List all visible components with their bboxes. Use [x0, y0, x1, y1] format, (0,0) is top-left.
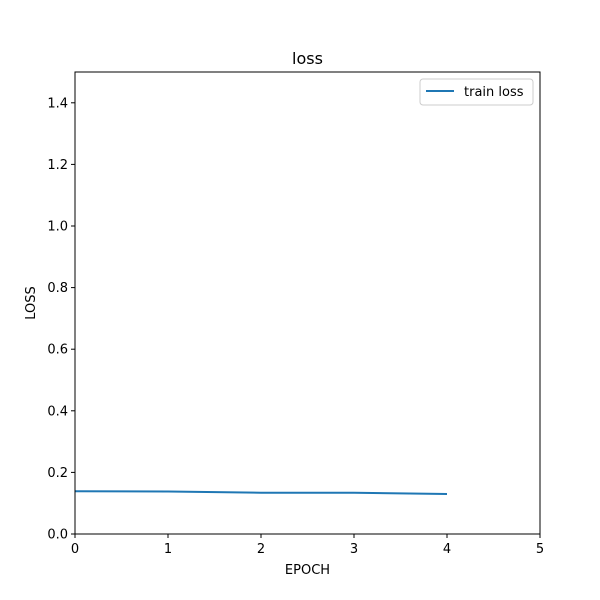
series-layer	[74, 490, 448, 495]
y-axis-ticks: 0.0 0.2 0.4 0.6 0.8 1.0 1.2 1.4	[47, 96, 75, 543]
y-tick-label: 0.0	[47, 528, 68, 543]
x-tick-label: 0	[71, 542, 79, 557]
x-tick-label: 3	[350, 542, 358, 557]
plot-frame	[74, 71, 541, 535]
legend-label-train-loss: train loss	[464, 85, 524, 100]
y-axis-label: LOSS	[24, 286, 39, 320]
y-tick-label: 0.2	[47, 466, 68, 481]
x-tick-label: 2	[257, 542, 265, 557]
legend-box	[419, 78, 534, 106]
y-tick-label: 1.0	[47, 220, 68, 235]
y-tick-label: 0.6	[47, 343, 68, 358]
plot-area	[75, 72, 540, 534]
legend: train loss	[419, 78, 534, 106]
chart-title: loss	[292, 49, 323, 68]
x-tick-label: 1	[164, 542, 172, 557]
series-line-train-loss	[74, 490, 448, 495]
y-tick-label: 1.4	[47, 96, 68, 111]
y-tick-label: 0.8	[47, 281, 68, 296]
x-tick-label: 5	[536, 542, 544, 557]
x-tick-label: 4	[443, 542, 451, 557]
x-axis-label: EPOCH	[285, 563, 330, 578]
y-tick-label: 0.4	[47, 404, 68, 419]
y-tick-label: 1.2	[47, 158, 68, 173]
x-axis-ticks: 0 1 2 3 4 5	[71, 534, 544, 557]
